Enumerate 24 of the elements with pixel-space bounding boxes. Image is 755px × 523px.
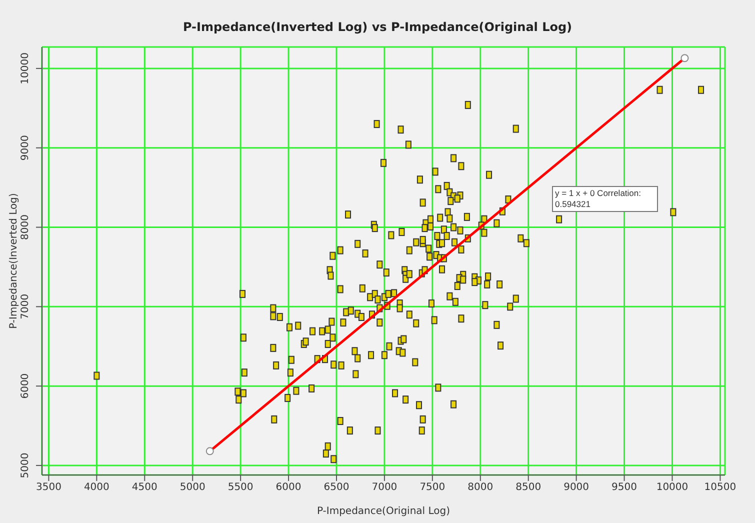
- x-tick-label: 5000: [180, 482, 206, 494]
- y-tick-label: 6000: [20, 373, 31, 399]
- x-tick-label: 3500: [36, 482, 62, 494]
- y-tick-label: 10000: [20, 52, 31, 84]
- chart-title: P-Impedance(Inverted Log) vs P-Impedance(Original Log): [182, 20, 574, 34]
- x-tick-label: 10000: [656, 482, 688, 494]
- x-tick-label: 6500: [324, 482, 350, 494]
- y-tick-label: 8000: [20, 214, 31, 240]
- x-tick-label: 9000: [564, 482, 590, 494]
- x-tick-label: 4000: [84, 482, 110, 494]
- x-tick-label: 6000: [276, 482, 302, 494]
- x-tick-label: 10500: [704, 482, 736, 494]
- x-axis-title: P-Impedance(Original Log): [316, 506, 452, 517]
- x-tick-label: 8500: [516, 482, 542, 494]
- x-tick-label: 8000: [468, 482, 494, 494]
- x-tick-label: 9500: [612, 482, 638, 494]
- x-tick-label: 4500: [132, 482, 158, 494]
- y-tick-label: 9000: [20, 135, 31, 161]
- y-axis-title: P-Impedance(Inverted Log): [8, 193, 20, 329]
- x-tick-label: 5500: [228, 482, 254, 494]
- callout-box: y = 1 x + 0 Correlation: 0.594321: [552, 186, 658, 212]
- y-tick-label: 7000: [20, 294, 31, 320]
- x-tick-label: 7000: [372, 482, 398, 494]
- x-tick-label: 7500: [420, 482, 446, 494]
